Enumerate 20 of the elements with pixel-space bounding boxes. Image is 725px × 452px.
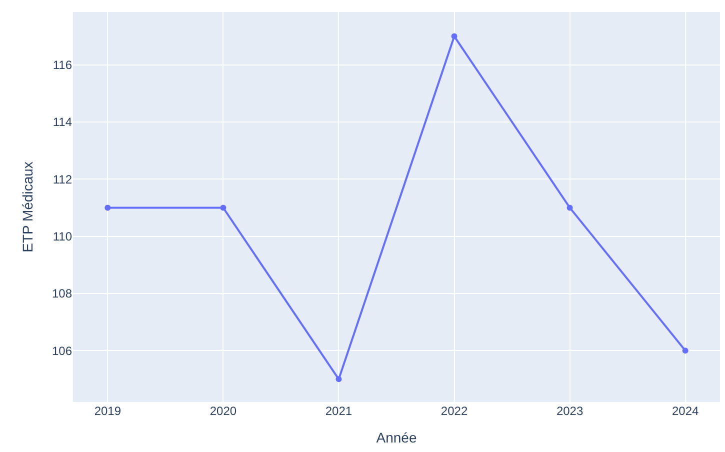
point [682,348,688,354]
y-tick-label: 108 [52,286,72,301]
point [566,204,573,211]
y-tick-label: 110 [52,229,72,244]
x-tick-label: 2023 [556,404,584,418]
x-tick-label: 2022 [440,404,468,418]
y-tick-label: 112 [52,172,72,186]
y-tick-label: 116 [52,58,72,72]
x-axis-title: Année [376,429,417,446]
x-tick-label: 2019 [94,404,122,418]
y-axis-title: ETP Médicaux [20,162,36,252]
point [451,33,458,40]
x-tick-label: 2020 [210,404,237,418]
point [104,204,111,211]
point [336,376,342,382]
x-tick-label: 2024 [672,404,700,418]
x-tick-label: 2021 [325,404,352,418]
point [220,204,226,211]
y-tick-label: 106 [52,344,72,358]
y-tick-label: 114 [52,115,72,130]
